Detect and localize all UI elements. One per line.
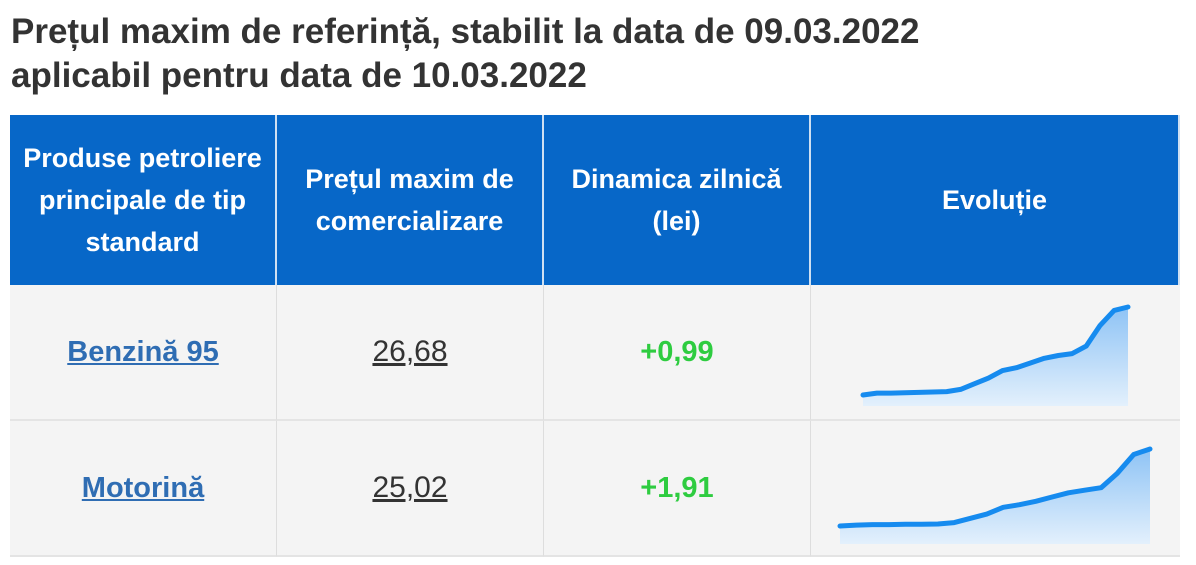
product-link[interactable]: Motorină [81,471,205,504]
column-header: Prețul maxim de comercializare [277,115,544,285]
daily-change: +0,99 [640,335,714,368]
sparkline-line [837,446,1153,529]
title-line: aplicabil pentru data de 10.03.2022 [11,56,587,95]
cell [811,285,1180,421]
title: Prețul maxim de referință, stabilit la d… [11,10,919,98]
price-table: Produse petroliere principale de tip sta… [10,115,1180,557]
cell: +0,99 [544,285,811,421]
price[interactable]: 25,02 [372,471,448,504]
sparkline [837,446,1153,544]
cell: 26,68 [277,285,544,421]
price[interactable]: 26,68 [372,335,448,368]
product-link[interactable]: Benzină 95 [67,335,219,368]
column-header: Evoluție [811,115,1180,285]
sparkline-area [840,449,1150,544]
cell [811,421,1180,557]
sparkline [860,304,1131,406]
daily-change: +1,91 [640,471,714,504]
column-header: Produse petroliere principale de tip sta… [10,115,277,285]
cell: Motorină [10,421,277,557]
column-header: Dinamica zilnică (lei) [544,115,811,285]
sparkline-area [863,307,1128,406]
title-line: Prețul maxim de referință, stabilit la d… [11,12,920,51]
cell: 25,02 [277,421,544,557]
cell: +1,91 [544,421,811,557]
sparkline-line [860,304,1131,398]
cell: Benzină 95 [10,285,277,421]
